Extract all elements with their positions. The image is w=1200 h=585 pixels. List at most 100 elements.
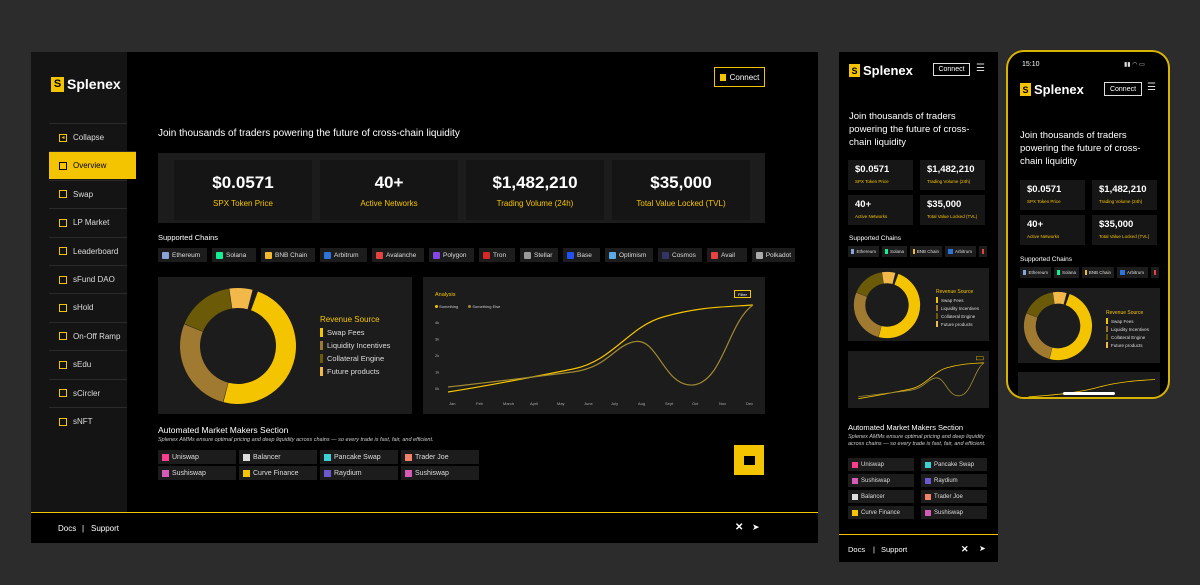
sidebar-item-label: sNFT <box>73 417 93 426</box>
tablet-menu-icon[interactable]: ☰ <box>976 63 985 74</box>
sidebar-item-sfund-dao[interactable]: sFund DAO <box>49 265 127 293</box>
chain-chip[interactable]: Avail <box>707 248 747 262</box>
phone-revenue-legend: Swap Fees Liquidity Incentives Collateral … <box>1106 317 1149 349</box>
legend-label: Future products <box>327 367 380 376</box>
chain-icon <box>524 251 531 259</box>
amm-item[interactable]: Uniswap <box>158 450 236 464</box>
donut-slice <box>881 271 896 284</box>
chain-chip[interactable]: Tron <box>479 248 515 262</box>
legend-label: Collateral Engine <box>327 354 385 363</box>
stat-value: $35,000 <box>650 172 712 192</box>
amm-icon <box>243 469 250 477</box>
amm-item[interactable]: Raydium <box>320 466 398 480</box>
chain-chip[interactable]: Cosmos <box>658 248 702 262</box>
legend-label: Liquidity Incentives <box>1111 326 1150 332</box>
sidebar-item-scircler[interactable]: sCircler <box>49 378 127 407</box>
chain-chip[interactable]: Avalanche <box>372 248 424 262</box>
sidebar-item-label: Collapse <box>73 133 105 142</box>
sidebar-item-shold[interactable]: sHold <box>49 293 127 321</box>
chain-chip[interactable]: Solana <box>882 246 907 257</box>
amm-item[interactable]: Balancer <box>848 490 914 503</box>
amm-item[interactable]: Sushiswap <box>921 506 987 519</box>
tablet-support-link[interactable]: Support <box>881 545 908 554</box>
chain-chip[interactable]: Solana <box>1054 267 1079 278</box>
chain-chip[interactable]: Ethereum <box>1020 267 1051 278</box>
tablet-telegram-icon[interactable]: ➤ <box>979 544 986 553</box>
amm-item[interactable]: Trader Joe <box>401 450 479 464</box>
chain-chip[interactable]: Arbitrum <box>320 248 367 262</box>
sidebar-item-snft[interactable]: sNFT <box>49 407 127 435</box>
amm-item[interactable]: Pancake Swap <box>320 450 398 464</box>
chain-chip[interactable]: BNB Chain <box>910 246 942 257</box>
brand-logo[interactable]: S Splenex <box>51 76 121 92</box>
phone-connect-button[interactable]: Connect <box>1104 82 1142 96</box>
tablet-logo-mark-icon: S <box>849 64 860 77</box>
amm-item[interactable]: Balancer <box>239 450 317 464</box>
amm-item[interactable]: Pancake Swap <box>921 458 987 471</box>
chain-chip[interactable]: Solana <box>212 248 256 262</box>
tablet-logo[interactable]: S Splenex <box>849 63 913 78</box>
tablet-revenue-title: Revenue Source <box>936 289 974 295</box>
amm-item[interactable]: Curve Finance <box>239 466 317 480</box>
amm-item[interactable]: Curve Finance <box>848 506 914 519</box>
amm-item[interactable]: Sushiswap <box>158 466 236 480</box>
sidebar-item-sedu[interactable]: sEdu <box>49 350 127 378</box>
sidebar-item-lp-market[interactable]: LP Market <box>49 208 127 236</box>
chain-name: Avail <box>721 251 735 259</box>
analysis-legend: Something Something Else <box>435 304 500 309</box>
sidebar-item-swap[interactable]: Swap <box>49 179 127 208</box>
amm-item[interactable]: Raydium <box>921 474 987 487</box>
chain-chip[interactable]: Arbitrum <box>945 246 976 257</box>
phone-logo[interactable]: S Splenex <box>1020 82 1084 97</box>
revenue-legend-item: Future products <box>936 320 979 328</box>
phone-status-time: 15:10 <box>1022 61 1040 68</box>
support-link[interactable]: Support <box>91 524 120 533</box>
sidebar-item-on-off-ramp[interactable]: On-Off Ramp <box>49 321 127 350</box>
chain-chip[interactable]: Ethereum <box>158 248 207 262</box>
phone-home-indicator <box>1063 392 1115 395</box>
amm-item[interactable]: Uniswap <box>848 458 914 471</box>
revenue-legend-item: Collateral Engine <box>936 312 979 320</box>
connect-button[interactable]: Connect <box>714 67 765 87</box>
phone-menu-icon[interactable]: ☰ <box>1147 82 1156 93</box>
chain-chip[interactable]: Arbitrum <box>1117 267 1148 278</box>
chain-chip[interactable]: Polkadot <box>752 248 795 262</box>
chain-chip[interactable]: BNB Chain <box>261 248 315 262</box>
chain-chip[interactable]: Ethereum <box>848 246 879 257</box>
chain-chip[interactable]: Base <box>563 248 600 262</box>
chain-chip[interactable]: Stellar <box>520 248 558 262</box>
chain-chip-more[interactable] <box>979 246 987 257</box>
stat-value: $1,482,210 <box>1099 184 1147 195</box>
amm-item[interactable]: Sushiswap <box>848 474 914 487</box>
x-tick-label: June <box>584 401 593 406</box>
stat-label: Total Value Locked (TVL) <box>927 214 978 219</box>
tablet-chains-title: Supported Chains <box>849 235 902 242</box>
tablet-revenue-panel: Revenue Source Swap Fees Liquidity Incent… <box>848 268 989 341</box>
amm-item[interactable]: Trader Joe <box>921 490 987 503</box>
sidebar-item-leaderboard[interactable]: Leaderboard <box>49 236 127 265</box>
chain-name: Ethereum <box>172 251 201 259</box>
phone-screen: 15:10 ▮▮ ◠ ▭ S Splenex Connect ☰ Join th… <box>1006 50 1170 399</box>
legend-swatch <box>320 328 323 337</box>
telegram-icon[interactable]: ➤ <box>752 522 760 532</box>
chat-button[interactable] <box>734 445 764 475</box>
tablet-connect-button[interactable]: Connect <box>933 63 970 76</box>
chain-chip[interactable]: Polygon <box>429 248 474 262</box>
chain-chip[interactable]: Optimism <box>605 248 653 262</box>
chain-name: Arbitrum <box>334 251 359 259</box>
docs-link[interactable]: Docs <box>58 524 77 533</box>
tablet-x-icon[interactable]: ✕ <box>961 544 969 554</box>
amm-item[interactable]: Sushiswap <box>401 466 479 480</box>
logo-mark-icon: S <box>51 76 64 92</box>
x-tick-label: Sept <box>665 401 674 406</box>
revenue-title: Revenue Source <box>320 315 380 324</box>
chain-chip-more[interactable] <box>1151 267 1159 278</box>
x-social-icon[interactable]: ✕ <box>735 522 744 533</box>
filter-button[interactable]: Filter <box>734 290 751 298</box>
tablet-docs-link[interactable]: Docs <box>848 545 866 554</box>
legend-swatch <box>936 305 938 311</box>
chain-chip[interactable]: BNB Chain <box>1082 267 1114 278</box>
sidebar-item-collapse[interactable]: ◂ Collapse <box>49 123 127 151</box>
sidebar-item-overview[interactable]: Overview <box>49 151 136 180</box>
amm-icon <box>852 477 858 484</box>
